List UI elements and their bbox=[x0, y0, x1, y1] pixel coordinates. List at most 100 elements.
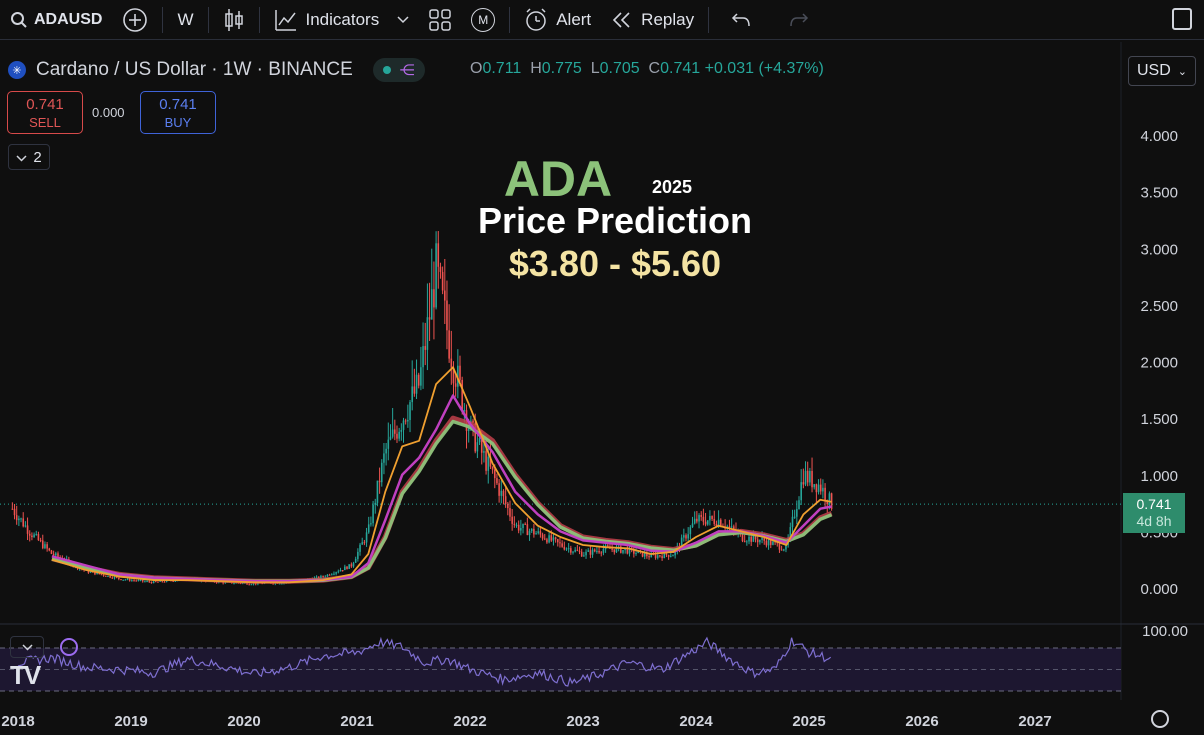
candle-body bbox=[48, 548, 51, 551]
candle-body bbox=[754, 535, 757, 540]
candle-body bbox=[474, 422, 477, 452]
rsi-indicator-icon[interactable] bbox=[60, 638, 78, 656]
settings-gear-icon[interactable] bbox=[1151, 710, 1169, 728]
candle-body bbox=[439, 266, 442, 272]
candle-body bbox=[800, 482, 802, 501]
candle-body bbox=[396, 433, 398, 439]
candle-body bbox=[326, 574, 329, 577]
y-tick-label: 3.000 bbox=[1140, 241, 1178, 258]
share-icon: ⋲ bbox=[399, 62, 415, 79]
candle-body bbox=[337, 571, 340, 573]
redo-button[interactable] bbox=[761, 0, 819, 40]
candle-body bbox=[148, 581, 151, 583]
fullscreen-icon[interactable] bbox=[1172, 8, 1192, 30]
candle-body bbox=[507, 504, 509, 509]
redo-icon bbox=[771, 12, 809, 28]
candle-body bbox=[806, 470, 809, 483]
buy-button[interactable]: 0.741 BUY bbox=[140, 91, 216, 134]
m-button[interactable]: M bbox=[461, 0, 505, 40]
chart-type-button[interactable] bbox=[213, 0, 255, 40]
toolbar-divider bbox=[162, 6, 164, 33]
candle-body bbox=[789, 527, 792, 539]
rsi-line bbox=[17, 636, 832, 687]
candle-body bbox=[102, 574, 105, 576]
candle-body bbox=[104, 575, 107, 577]
candle-body bbox=[422, 346, 424, 368]
candle-body bbox=[52, 553, 55, 556]
tradingview-logo-icon: TV bbox=[10, 660, 41, 690]
toolbar-divider bbox=[258, 6, 260, 33]
last-price-tag: 0.741 4d 8h bbox=[1123, 493, 1185, 533]
collapse-indicators-button[interactable]: 2 bbox=[8, 144, 50, 170]
candle-body bbox=[387, 439, 390, 449]
interval-button[interactable]: W bbox=[177, 9, 194, 29]
candle-body bbox=[741, 533, 744, 542]
candle-body bbox=[750, 536, 752, 542]
candle-body bbox=[328, 574, 331, 576]
symbol-search[interactable]: ADAUSD bbox=[0, 0, 112, 40]
candle-body bbox=[370, 523, 372, 525]
candle-body bbox=[131, 580, 133, 582]
candle-body bbox=[730, 526, 733, 528]
chevron-down-icon bbox=[397, 15, 409, 24]
candle-body bbox=[446, 300, 448, 331]
collapse-pane-button[interactable] bbox=[10, 636, 44, 658]
candle-body bbox=[496, 478, 498, 484]
candle-body bbox=[637, 550, 639, 554]
sell-button[interactable]: 0.741 SELL bbox=[7, 91, 83, 134]
candle-body bbox=[693, 518, 696, 524]
candle-body bbox=[363, 542, 366, 544]
alert-button[interactable]: Alert bbox=[514, 0, 601, 40]
candle-body bbox=[94, 571, 96, 575]
candle-body bbox=[461, 379, 463, 411]
candle-body bbox=[535, 533, 537, 535]
indicators-label: Indicators bbox=[305, 9, 380, 29]
candle-body bbox=[513, 523, 516, 525]
toolbar-divider bbox=[207, 6, 209, 33]
candle-body bbox=[602, 549, 605, 553]
ma-green-line bbox=[51, 419, 833, 584]
candle-body bbox=[135, 580, 138, 582]
candle-body bbox=[109, 575, 111, 578]
candle-body bbox=[530, 528, 533, 532]
candle-body bbox=[361, 542, 364, 545]
candle-body bbox=[376, 480, 379, 503]
replay-button[interactable]: Replay bbox=[601, 0, 704, 40]
candle-body bbox=[583, 555, 585, 557]
candle-body bbox=[383, 453, 385, 463]
candle-body bbox=[504, 496, 507, 505]
y-tick-label: 2.000 bbox=[1140, 355, 1178, 372]
top-toolbar: ADAUSD W Indicators M Alert bbox=[0, 0, 1204, 40]
candle-body bbox=[26, 525, 29, 534]
candle-body bbox=[394, 429, 396, 434]
candle-body bbox=[424, 346, 427, 350]
candle-body bbox=[650, 553, 653, 558]
candle-body bbox=[163, 581, 166, 583]
y-axis: 0.0000.5001.0001.5002.0002.5003.0003.500… bbox=[1140, 128, 1188, 640]
indicators-button[interactable]: Indicators bbox=[264, 0, 420, 40]
indicator-pill[interactable]: ⋲ bbox=[372, 58, 425, 82]
candle-body bbox=[493, 469, 496, 479]
undo-button[interactable] bbox=[713, 0, 761, 40]
currency-select[interactable]: USD ⌄ bbox=[1128, 56, 1196, 86]
candle-body bbox=[391, 429, 394, 437]
compare-button[interactable] bbox=[112, 0, 158, 40]
candle-body bbox=[809, 470, 811, 483]
candle-body bbox=[487, 456, 490, 471]
candle-body bbox=[400, 429, 403, 432]
candle-body bbox=[748, 536, 750, 542]
candle-body bbox=[600, 552, 603, 554]
candle-body bbox=[478, 438, 481, 443]
candle-body bbox=[443, 290, 446, 301]
candle-body bbox=[798, 500, 800, 510]
templates-button[interactable] bbox=[419, 0, 461, 40]
candle-body bbox=[346, 566, 348, 569]
candle-body bbox=[18, 518, 20, 521]
candle-body bbox=[715, 523, 718, 526]
candle-body bbox=[548, 535, 550, 543]
candle-body bbox=[278, 583, 281, 585]
x-tick-label: 2024 bbox=[679, 713, 713, 730]
x-tick-label: 2021 bbox=[340, 713, 373, 730]
candle-body bbox=[711, 516, 713, 519]
